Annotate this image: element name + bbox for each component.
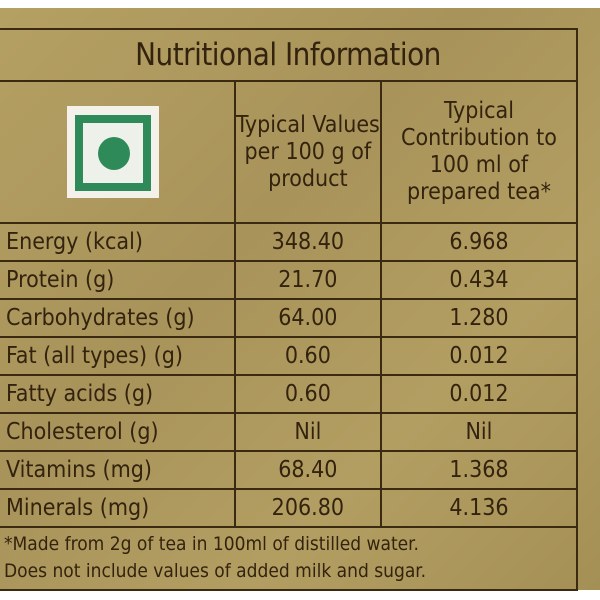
row-label: Energy (kcal) (0, 222, 236, 262)
label-panel: Nutritional Information Typical Values p… (0, 8, 600, 591)
row-label: Fatty acids (g) (0, 374, 236, 414)
table-row: Fat (all types) (g) 0.60 0.012 (0, 336, 579, 376)
value-per-100ml: 6.968 (379, 222, 579, 262)
table-title: Nutritional Information (0, 28, 578, 82)
value-per-100g: 348.40 (233, 222, 382, 262)
value-per-100ml: 0.012 (379, 374, 579, 414)
footnote: *Made from 2g of tea in 100ml of distill… (0, 526, 578, 591)
column-header-per-100ml: Typical Contribution to 100 ml of prepar… (379, 80, 579, 224)
nutrition-table: Nutritional Information Typical Values p… (0, 28, 579, 591)
value-per-100ml: 4.136 (379, 488, 579, 528)
row-label: Fat (all types) (g) (0, 336, 236, 376)
value-per-100ml: 1.368 (379, 450, 579, 490)
row-label: Cholesterol (g) (0, 412, 236, 452)
footnote-line: Does not include values of added milk an… (4, 560, 427, 582)
table-row: Fatty acids (g) 0.60 0.012 (0, 374, 579, 414)
logo-cell (0, 80, 236, 224)
value-per-100ml: 0.012 (379, 336, 579, 376)
vegetarian-mark-icon (67, 106, 159, 198)
table-row: Protein (g) 21.70 0.434 (0, 260, 579, 300)
value-per-100g: 0.60 (233, 374, 382, 414)
value-per-100g: 68.40 (233, 450, 382, 490)
value-per-100g: 64.00 (233, 298, 382, 338)
column-header-per-100g: Typical Values per 100 g of product (233, 80, 382, 224)
value-per-100g: Nil (233, 412, 382, 452)
row-label: Minerals (mg) (0, 488, 236, 528)
table-row: Minerals (mg) 206.80 4.136 (0, 488, 579, 528)
value-per-100ml: 0.434 (379, 260, 579, 300)
row-label: Vitamins (mg) (0, 450, 236, 490)
value-per-100ml: 1.280 (379, 298, 579, 338)
table-row: Energy (kcal) 348.40 6.968 (0, 222, 579, 262)
table-row: Carbohydrates (g) 64.00 1.280 (0, 298, 579, 338)
table-row: Cholesterol (g) Nil Nil (0, 412, 579, 452)
row-label: Carbohydrates (g) (0, 298, 236, 338)
value-per-100ml: Nil (379, 412, 579, 452)
table-row: Vitamins (mg) 68.40 1.368 (0, 450, 579, 490)
value-per-100g: 21.70 (233, 260, 382, 300)
row-label: Protein (g) (0, 260, 236, 300)
footnote-line: *Made from 2g of tea in 100ml of distill… (4, 533, 419, 555)
value-per-100g: 0.60 (233, 336, 382, 376)
value-per-100g: 206.80 (233, 488, 382, 528)
